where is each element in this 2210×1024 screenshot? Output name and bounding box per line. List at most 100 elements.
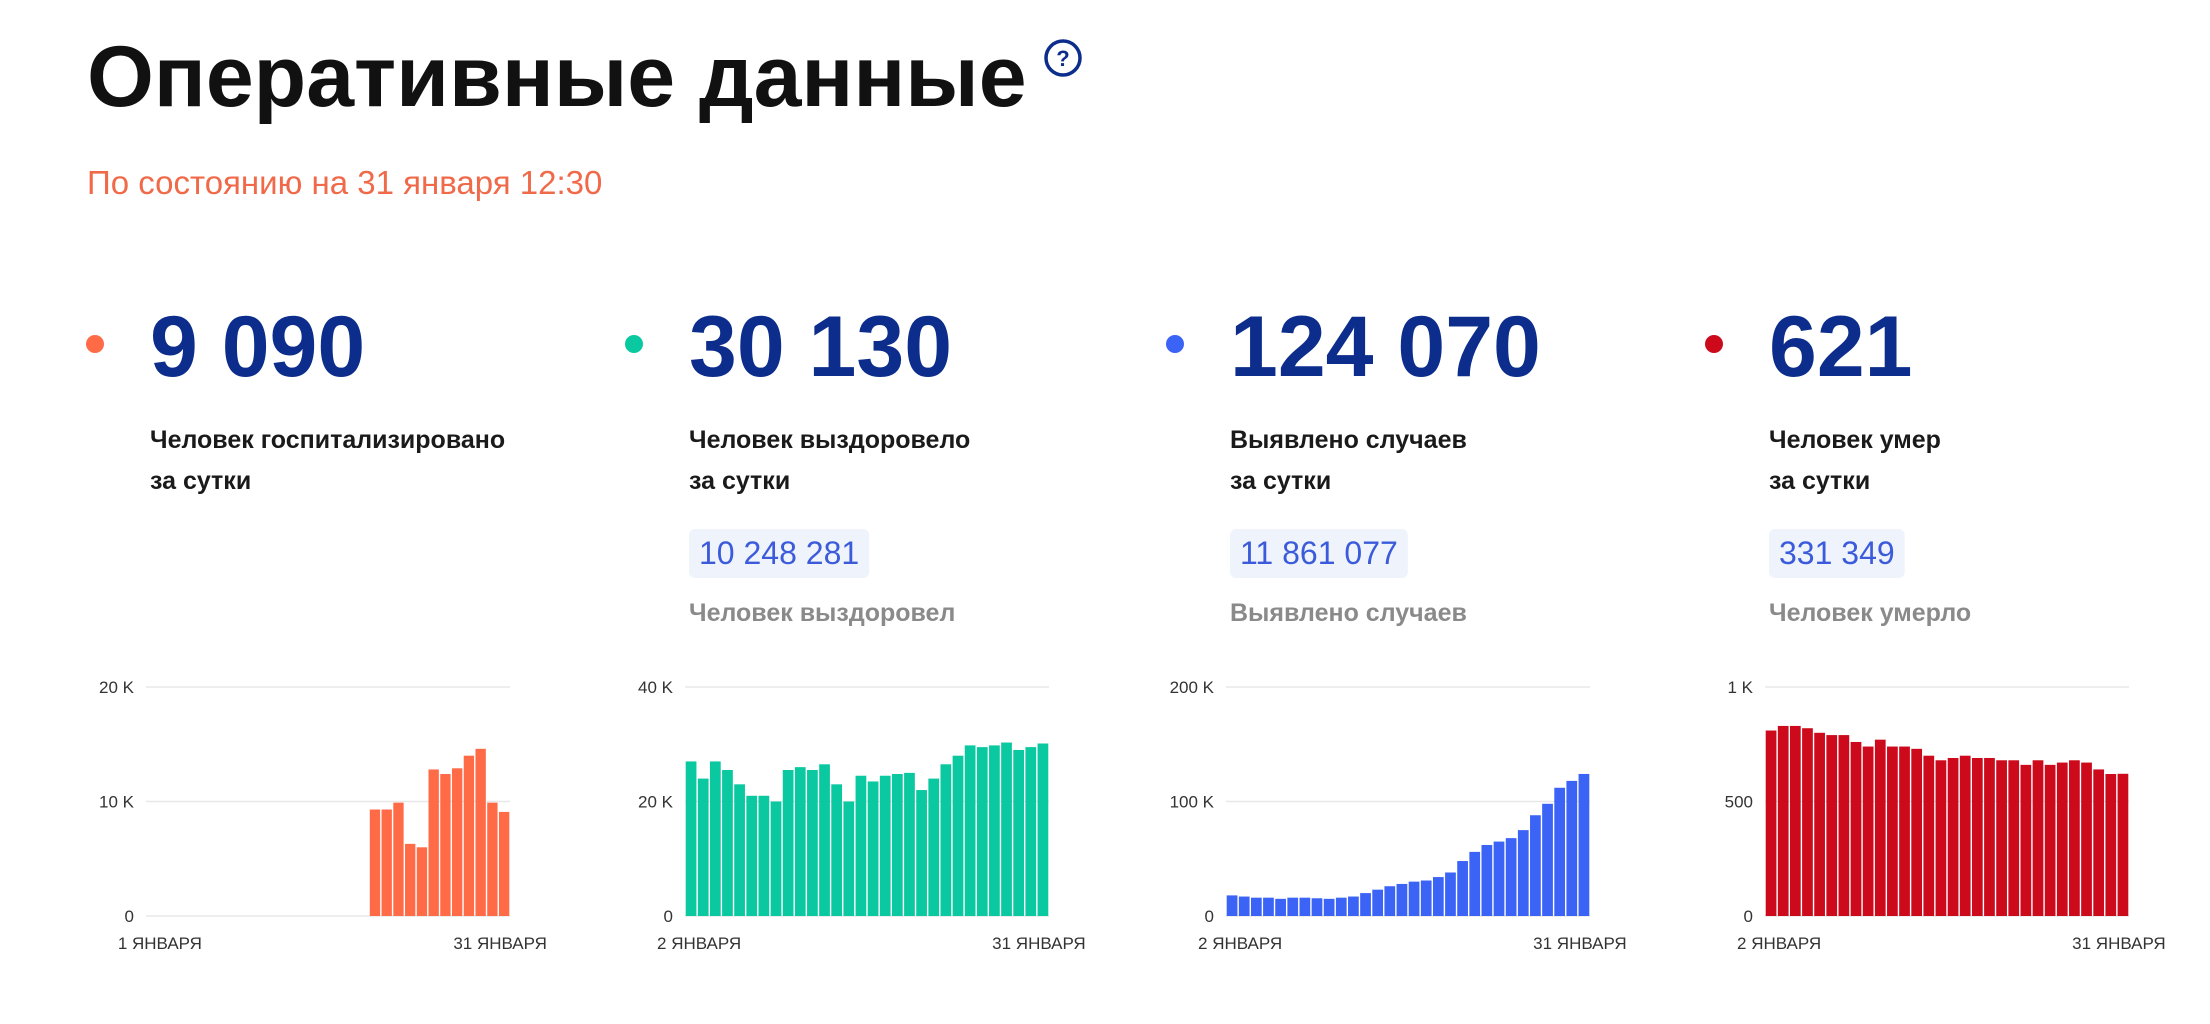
bar	[1025, 747, 1037, 916]
status-dot	[1166, 335, 1184, 353]
x-tick-label: 2 ЯНВАРЯ	[1198, 934, 1282, 953]
bar	[1984, 757, 1995, 916]
bar	[879, 775, 891, 916]
bar	[451, 768, 463, 916]
bar	[1469, 851, 1481, 916]
y-tick-label: 0	[1205, 907, 1214, 926]
bar	[1287, 897, 1299, 916]
bar	[989, 745, 1000, 916]
bar	[1996, 760, 2007, 916]
bar	[1826, 735, 1838, 916]
big-number: 621	[1769, 299, 1913, 395]
x-tick-label: 1 ЯНВАРЯ	[118, 934, 202, 953]
bar	[794, 767, 806, 916]
bar	[867, 781, 879, 916]
y-tick-label: 100 K	[1170, 793, 1215, 812]
bar	[734, 784, 745, 916]
big-number: 30 130	[689, 299, 952, 395]
bar	[1530, 815, 1541, 916]
x-tick-label: 31 ЯНВАРЯ	[992, 934, 1086, 953]
help-icon[interactable]: ?	[1044, 39, 1082, 77]
bar	[1348, 896, 1359, 916]
bar	[475, 748, 486, 916]
bar	[440, 774, 451, 916]
bar	[2117, 773, 2129, 916]
bar	[819, 764, 830, 916]
bar	[1457, 861, 1468, 916]
bar	[758, 795, 770, 916]
bar	[1578, 773, 1590, 916]
bar	[1493, 841, 1505, 916]
caption: Человек умер	[1769, 426, 1941, 454]
page-title: Оперативные данные	[87, 29, 1027, 125]
bar	[976, 747, 988, 916]
bar	[1505, 838, 1517, 916]
bar	[1838, 735, 1850, 916]
total: 10 248 281	[699, 535, 859, 571]
bar	[498, 811, 510, 916]
caption: за сутки	[1230, 467, 1331, 495]
bar	[416, 847, 428, 916]
bar	[685, 761, 697, 916]
bar	[1777, 725, 1789, 916]
bar	[1299, 897, 1311, 916]
bar	[1481, 845, 1493, 916]
total-caption: Выявлено случаев	[1230, 599, 1467, 627]
bar	[1013, 749, 1025, 916]
bar	[1250, 897, 1262, 916]
bar	[1420, 880, 1432, 916]
bar	[1959, 755, 1971, 916]
y-tick-label: 40 K	[638, 678, 674, 697]
bar	[1311, 898, 1323, 916]
y-tick-label: 20 K	[99, 678, 135, 697]
bar	[369, 809, 381, 916]
bar	[1802, 728, 1813, 916]
bar	[782, 770, 794, 916]
bar	[1947, 757, 1959, 916]
bar	[2093, 769, 2105, 916]
total-caption: Человек выздоровел	[689, 599, 955, 627]
bar	[1862, 746, 1874, 916]
bar	[1360, 893, 1371, 916]
caption: за сутки	[689, 467, 790, 495]
total-box	[689, 529, 870, 578]
y-tick-label: 0	[125, 907, 134, 926]
y-tick-label: 10 K	[99, 793, 135, 812]
bar	[928, 778, 940, 916]
bar	[1765, 730, 1777, 916]
bar	[1517, 830, 1529, 916]
bar	[2008, 760, 2020, 916]
bar	[952, 755, 964, 916]
bar	[1445, 872, 1456, 916]
bar	[2044, 764, 2056, 916]
x-tick-label: 2 ЯНВАРЯ	[1737, 934, 1821, 953]
bar	[904, 772, 915, 916]
bar	[964, 745, 976, 916]
y-tick-label: 500	[1725, 793, 1753, 812]
caption: за сутки	[150, 467, 251, 495]
bar	[1935, 760, 1947, 916]
bar	[1263, 897, 1274, 916]
total-caption: Человек умерло	[1769, 599, 1971, 627]
bar	[1238, 896, 1250, 916]
bar	[1850, 741, 1862, 916]
bar	[463, 755, 475, 916]
bar	[1923, 755, 1935, 916]
big-number: 124 070	[1230, 299, 1541, 395]
bar	[1001, 742, 1012, 916]
x-tick-label: 31 ЯНВАРЯ	[2072, 934, 2166, 953]
bar	[487, 802, 498, 916]
caption: Выявлено случаев	[1230, 426, 1467, 454]
bar	[722, 770, 733, 916]
bar	[381, 809, 392, 916]
bar	[1814, 732, 1825, 916]
bar	[843, 801, 855, 916]
y-tick-label: 0	[1744, 907, 1753, 926]
bar	[709, 761, 721, 916]
bar	[891, 774, 903, 916]
total-box	[1769, 529, 1905, 578]
status-dot	[625, 335, 643, 353]
x-tick-label: 31 ЯНВАРЯ	[453, 934, 547, 953]
caption: за сутки	[1769, 467, 1870, 495]
